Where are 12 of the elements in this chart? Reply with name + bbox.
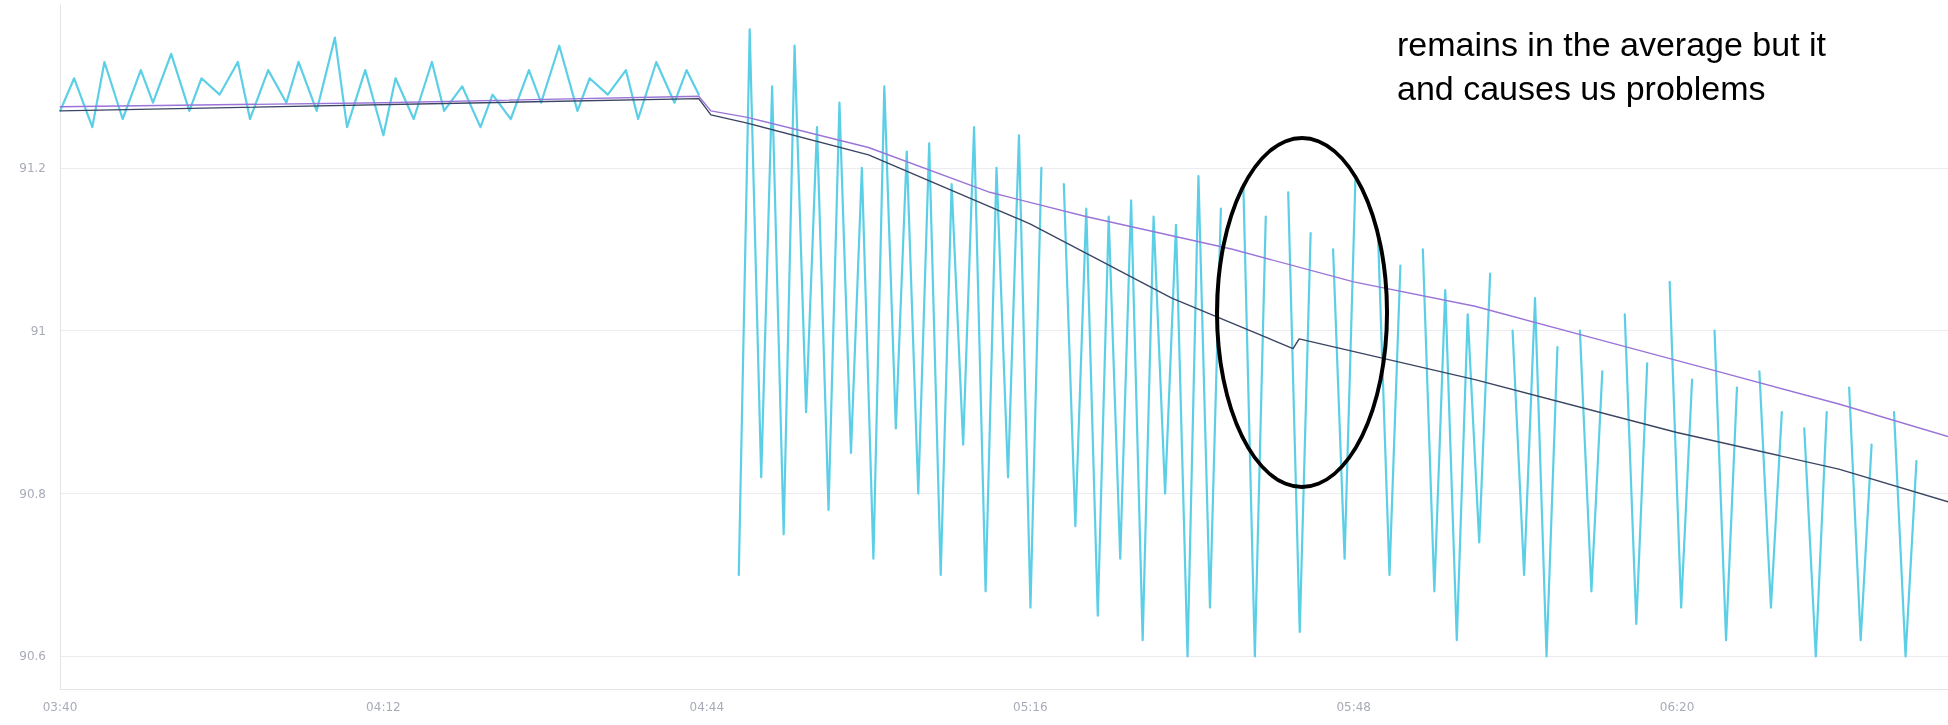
x-tick-label: 04:44 — [689, 700, 725, 714]
x-tick-label: 03:40 — [42, 700, 78, 714]
y-tick-label: 90.6 — [19, 649, 46, 664]
annotation: remains in the average but it — [1397, 24, 1827, 65]
x-tick-label: 05:48 — [1336, 700, 1371, 714]
x-tick-label: 05:16 — [1012, 700, 1048, 714]
y-tick-label: 90.8 — [19, 486, 46, 501]
x-tick-label: 06:20 — [1659, 700, 1695, 714]
x-tick-label: 04:12 — [366, 700, 401, 714]
annotation: and causes us problems — [1397, 68, 1767, 109]
y-tick-label: 91 — [30, 323, 46, 338]
y-tick-label: 91.2 — [19, 160, 46, 175]
